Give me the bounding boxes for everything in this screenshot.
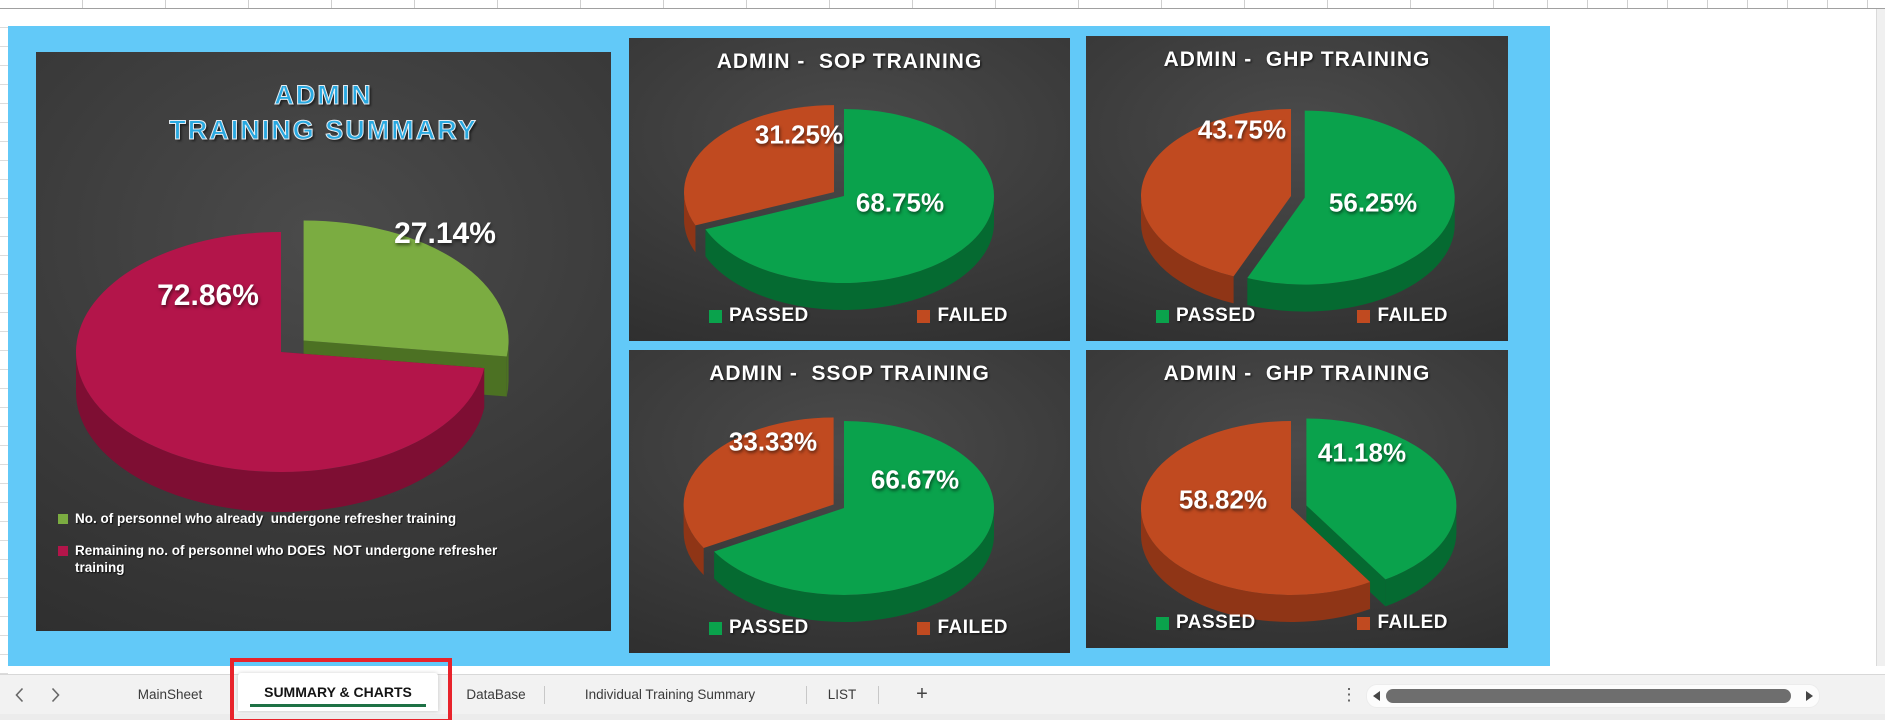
legend-label: FAILED <box>1377 612 1448 633</box>
pie-3d <box>684 105 995 310</box>
chart-legend: PASSED FAILED <box>709 305 1008 327</box>
legend-label: FAILED <box>1377 305 1448 326</box>
pie-3d <box>683 417 995 622</box>
legend-label: PASSED <box>729 617 809 638</box>
bottom-edge-strip <box>0 714 1885 720</box>
scrollbar-thumb[interactable] <box>1386 689 1791 703</box>
legend-label: PASSED <box>729 305 809 326</box>
legend-swatch-failed <box>1357 616 1371 630</box>
chart-title: ADMIN - SSOP TRAINING <box>709 362 990 385</box>
legend-item: FAILED <box>1357 612 1448 634</box>
row-gridline-strip <box>0 9 8 674</box>
pie-percent-label: 27.14% <box>394 217 496 250</box>
pie-percent-label: 33.33% <box>728 426 818 457</box>
tab-separator <box>878 686 879 704</box>
pie-3d <box>1140 418 1457 622</box>
chart-title-line2: TRAINING SUMMARY <box>169 115 478 146</box>
tab-separator <box>806 686 807 704</box>
vertical-scrollbar-gutter[interactable] <box>1876 9 1885 666</box>
pie-percent-label: 43.75% <box>1197 114 1287 145</box>
horizontal-scrollbar[interactable] <box>1366 684 1820 708</box>
sheet-nav-prev-icon[interactable] <box>8 675 30 715</box>
legend-item: PASSED <box>1156 612 1256 634</box>
pie-percent-label: 31.25% <box>754 119 844 150</box>
legend-label: PASSED <box>1176 612 1256 633</box>
legend-swatch-green <box>58 514 68 524</box>
chart-legend: PASSED FAILED <box>709 617 1008 639</box>
legend-label: FAILED <box>937 305 1008 326</box>
sheet-tab-summary-charts-active[interactable]: SUMMARY & CHARTS <box>238 673 438 711</box>
scroll-left-arrow-icon[interactable] <box>1373 691 1380 701</box>
chart-title: ADMIN - GHP TRAINING <box>1163 362 1431 385</box>
legend-item: PASSED <box>709 617 809 639</box>
scroll-right-arrow-icon[interactable] <box>1806 691 1813 701</box>
legend-swatch-passed <box>1156 309 1169 323</box>
sheet-tab-database[interactable]: DataBase <box>466 687 526 702</box>
chart-legend: PASSED FAILED <box>1156 612 1448 634</box>
chart-admin-sop-training[interactable]: ADMIN - SOP TRAINING PASSED FAILED 68.75… <box>629 38 1070 341</box>
legend-swatch-passed <box>709 621 722 635</box>
sheet-tab-list[interactable]: LIST <box>827 687 857 702</box>
legend-item: FAILED <box>917 617 1008 639</box>
legend-item: No. of personnel who already undergone r… <box>58 510 546 527</box>
active-tab-underline <box>250 704 426 707</box>
legend-item: PASSED <box>1156 305 1256 327</box>
chart-title: ADMIN - GHP TRAINING <box>1163 48 1431 71</box>
tab-separator <box>544 686 545 704</box>
chart-title-line1: ADMIN <box>274 80 373 111</box>
pie-percent-label: 58.82% <box>1178 484 1268 515</box>
legend-swatch-passed <box>1156 616 1169 630</box>
pie-percent-label: 68.75% <box>855 187 945 218</box>
legend-item: PASSED <box>709 305 809 327</box>
legend-label: No. of personnel who already undergone r… <box>75 511 457 526</box>
legend-label: FAILED <box>937 617 1008 638</box>
legend-label: PASSED <box>1176 305 1256 326</box>
legend-item: FAILED <box>1357 305 1448 327</box>
legend-swatch-passed <box>709 309 722 323</box>
legend-swatch-failed <box>917 621 931 635</box>
chart-legend: PASSED FAILED <box>1156 305 1448 327</box>
legend-swatch-maroon <box>58 546 68 556</box>
pie-percent-label: 41.18% <box>1317 437 1407 468</box>
chart-legend: No. of personnel who already undergone r… <box>58 510 546 591</box>
sheet-tab-mainsheet[interactable]: MainSheet <box>137 687 203 702</box>
add-sheet-button[interactable]: + <box>916 683 928 705</box>
pie-percent-label: 66.67% <box>870 464 960 495</box>
pie-percent-label: 56.25% <box>1328 187 1418 218</box>
chart-title: ADMIN - SOP TRAINING <box>716 50 983 73</box>
chart-admin-ssop-training[interactable]: ADMIN - SSOP TRAINING PASSED FAILED 66.6… <box>629 350 1070 653</box>
pie-percent-label: 72.86% <box>157 279 259 312</box>
legend-item: FAILED <box>917 305 1008 327</box>
legend-item: Remaining no. of personnel who DOES NOT … <box>58 542 546 576</box>
chart-admin-training-summary[interactable]: ADMIN TRAINING SUMMARY No. of personnel … <box>36 52 611 631</box>
chart-title: ADMIN TRAINING SUMMARY <box>36 78 611 148</box>
chart-admin-ghp-training-top[interactable]: ADMIN - GHP TRAINING PASSED FAILED 56.25… <box>1086 36 1508 341</box>
legend-label: Remaining no. of personnel who DOES NOT … <box>75 543 502 575</box>
pie-3d <box>75 220 509 512</box>
tab-overflow-menu-icon[interactable]: ⋮ <box>1340 685 1358 704</box>
legend-swatch-failed <box>1357 309 1371 323</box>
chart-admin-ghp-training-bottom[interactable]: ADMIN - GHP TRAINING PASSED FAILED 41.18… <box>1086 350 1508 648</box>
pie-3d <box>1140 109 1455 312</box>
sheet-nav-next-icon[interactable] <box>44 675 66 715</box>
sheet-tab-individual-training-summary[interactable]: Individual Training Summary <box>584 687 756 702</box>
sheet-tab-label: SUMMARY & CHARTS <box>264 684 412 700</box>
column-gridline-strip <box>0 0 1885 9</box>
legend-swatch-failed <box>917 309 931 323</box>
sheet-tab-bar: MainSheet SUMMARY & CHARTS DataBase Indi… <box>0 673 1885 715</box>
